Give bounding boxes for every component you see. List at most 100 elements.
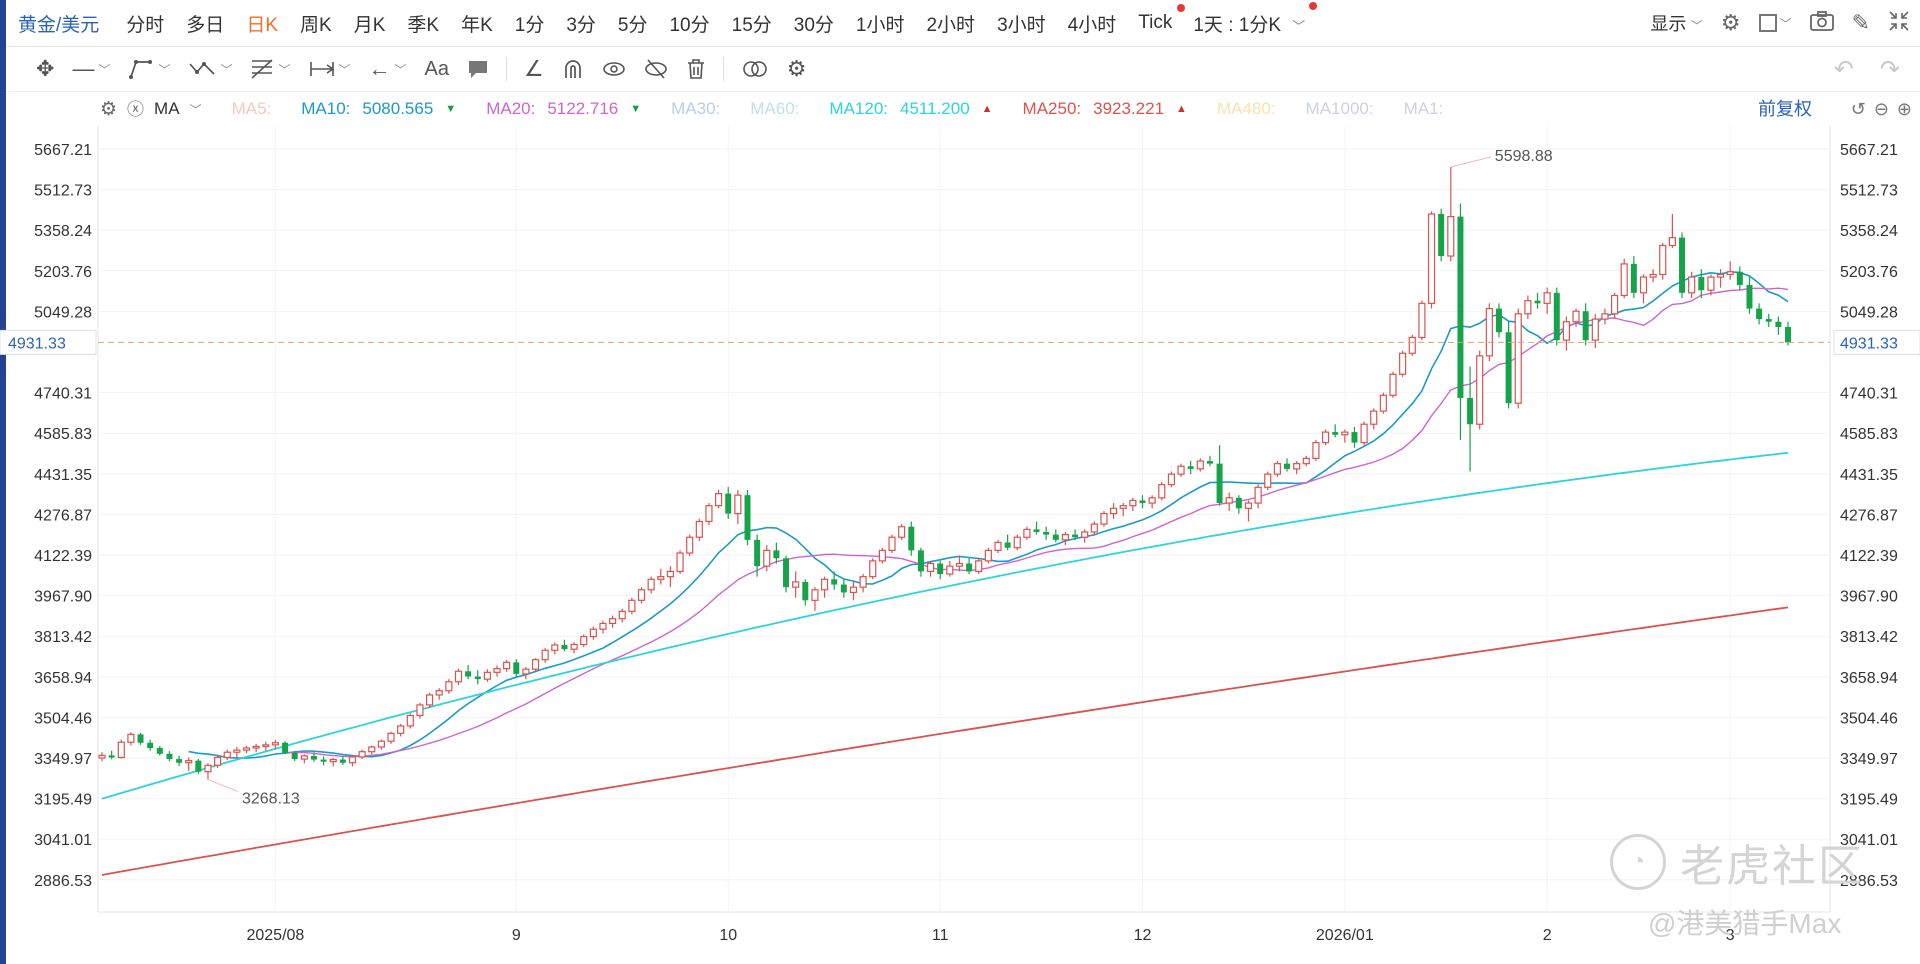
tab-2[interactable]: 日K bbox=[235, 10, 289, 37]
candle bbox=[1447, 166, 1455, 262]
candle-body bbox=[1438, 213, 1445, 257]
ma-item-4[interactable]: MA60: bbox=[750, 99, 799, 119]
close-icon[interactable]: ⓧ bbox=[127, 99, 145, 119]
candle-body bbox=[1158, 484, 1166, 499]
candle bbox=[358, 749, 366, 760]
ma-item-1[interactable]: MA10: 5080.565 ▼ bbox=[301, 99, 456, 119]
y-tick-left: 3813.42 bbox=[34, 629, 92, 646]
interval-select[interactable]: 1天 : 1分K ﹀ bbox=[1183, 1, 1318, 37]
tab-0[interactable]: 分时 bbox=[115, 10, 175, 37]
ma-item-2[interactable]: MA20: 5122.716 ▼ bbox=[486, 99, 641, 119]
ma-item-3[interactable]: MA30: bbox=[671, 99, 720, 119]
tab-16[interactable]: 4小时 bbox=[1057, 10, 1128, 37]
candle-body bbox=[1785, 326, 1791, 343]
checkbox-icon[interactable]: ﹀ bbox=[1758, 14, 1792, 32]
gear-icon[interactable]: ⚙ bbox=[1720, 10, 1741, 35]
ma-item-8[interactable]: MA1000: bbox=[1306, 99, 1374, 119]
magnet-icon[interactable] bbox=[553, 58, 593, 80]
candle bbox=[406, 713, 414, 729]
tab-5[interactable]: 季K bbox=[396, 10, 450, 37]
note-tool-icon[interactable] bbox=[458, 58, 498, 80]
collapse-icon[interactable] bbox=[1888, 10, 1910, 36]
tab-17[interactable]: Tick bbox=[1127, 4, 1186, 34]
ma-item-0[interactable]: MA5: bbox=[232, 99, 272, 119]
candle bbox=[628, 597, 636, 615]
candle bbox=[425, 692, 434, 709]
x-tick: 2 bbox=[1543, 927, 1552, 944]
pencil-tool-icon[interactable]: ∠ bbox=[524, 56, 544, 81]
move-icon[interactable]: ✥ bbox=[36, 56, 55, 81]
candle bbox=[831, 571, 838, 590]
tab-6[interactable]: 年K bbox=[450, 10, 504, 37]
eye-icon[interactable] bbox=[593, 58, 635, 80]
pen-icon[interactable]: ✎ bbox=[1851, 10, 1870, 35]
tab-14[interactable]: 2小时 bbox=[915, 10, 986, 37]
candle-body bbox=[1543, 292, 1551, 304]
polyline-tool-icon[interactable]: ﹀ bbox=[179, 58, 241, 80]
candle-body bbox=[1264, 473, 1272, 488]
tab-12[interactable]: 30分 bbox=[783, 10, 845, 37]
measure-tool-icon[interactable]: ﹀ bbox=[300, 58, 360, 80]
candle bbox=[1264, 471, 1272, 490]
chevron-down-icon[interactable]: ﹀ bbox=[189, 102, 202, 117]
path-tool-icon[interactable]: ﹀ bbox=[119, 58, 179, 80]
candle bbox=[387, 731, 395, 744]
y-tick-left: 3658.94 bbox=[34, 670, 92, 687]
ma-value: 3923.221 bbox=[1093, 99, 1165, 118]
y-tick-left: 5512.73 bbox=[34, 183, 92, 200]
undo-icon[interactable]: ↶ bbox=[1833, 55, 1854, 83]
candle bbox=[1360, 421, 1368, 446]
candle bbox=[792, 571, 800, 598]
tab-4[interactable]: 月K bbox=[343, 10, 397, 37]
text-tool-icon[interactable]: Aa bbox=[424, 57, 449, 80]
candle-body bbox=[580, 635, 588, 646]
candle bbox=[1514, 308, 1522, 409]
candle bbox=[435, 688, 443, 700]
candle-body bbox=[908, 526, 915, 551]
tab-3[interactable]: 周K bbox=[289, 10, 343, 37]
candle bbox=[271, 740, 280, 750]
candle-body bbox=[1273, 463, 1281, 475]
candle bbox=[715, 489, 723, 509]
tab-7[interactable]: 1分 bbox=[504, 10, 556, 37]
symbol-name[interactable]: 黄金/美元 bbox=[18, 14, 100, 36]
candle-body bbox=[1514, 313, 1522, 404]
candle bbox=[291, 751, 298, 762]
hide-icon[interactable] bbox=[635, 58, 677, 80]
gear-icon[interactable]: ⚙ bbox=[100, 98, 118, 120]
settings-icon[interactable]: ⚙ bbox=[786, 56, 807, 81]
ma-item-6[interactable]: MA250: 3923.221 ▲ bbox=[1023, 99, 1187, 119]
current-price-left: 4931.33 bbox=[8, 335, 66, 352]
tab-9[interactable]: 5分 bbox=[607, 10, 659, 37]
zoom-in-icon[interactable]: ⊕ bbox=[1896, 98, 1912, 119]
display-menu[interactable]: 显示 ﹀ bbox=[1650, 10, 1702, 36]
camera-icon[interactable] bbox=[1809, 11, 1834, 35]
trash-icon[interactable] bbox=[677, 58, 715, 80]
arrow-tool-icon[interactable]: ← ﹀ bbox=[368, 56, 407, 81]
candle bbox=[176, 755, 183, 766]
ma-item-7[interactable]: MA480: bbox=[1217, 99, 1276, 119]
indicator-name[interactable]: MA bbox=[154, 99, 180, 118]
fib-tool-icon[interactable]: ﹀ bbox=[241, 58, 299, 80]
tab-11[interactable]: 15分 bbox=[721, 10, 783, 37]
candle bbox=[1688, 271, 1696, 299]
link-icon[interactable] bbox=[732, 58, 778, 80]
redo-icon[interactable]: ↷ bbox=[1879, 55, 1900, 83]
tab-13[interactable]: 1小时 bbox=[845, 10, 916, 37]
y-tick-right: 4431.35 bbox=[1840, 467, 1898, 484]
reset-icon[interactable]: ↺ bbox=[1850, 98, 1866, 119]
candle-body bbox=[831, 579, 838, 585]
zoom-out-icon[interactable]: ⊖ bbox=[1873, 98, 1889, 119]
tab-15[interactable]: 3小时 bbox=[986, 10, 1057, 37]
candle-body bbox=[1235, 497, 1242, 509]
ma-item-5[interactable]: MA120: 4511.200 ▲ bbox=[829, 99, 992, 119]
ma-item-9[interactable]: MA1: bbox=[1404, 99, 1444, 119]
candle bbox=[878, 547, 886, 564]
line-tool-icon[interactable]: — ﹀ bbox=[72, 56, 111, 81]
tab-10[interactable]: 10分 bbox=[658, 10, 720, 37]
chart-annotations: 4931.33 4931.33 5598.88 3268.13 bbox=[0, 148, 1920, 808]
restore-mode-button[interactable]: 前复权 bbox=[1758, 99, 1812, 119]
tab-8[interactable]: 3分 bbox=[555, 10, 607, 37]
tab-1[interactable]: 多日 bbox=[175, 10, 235, 37]
